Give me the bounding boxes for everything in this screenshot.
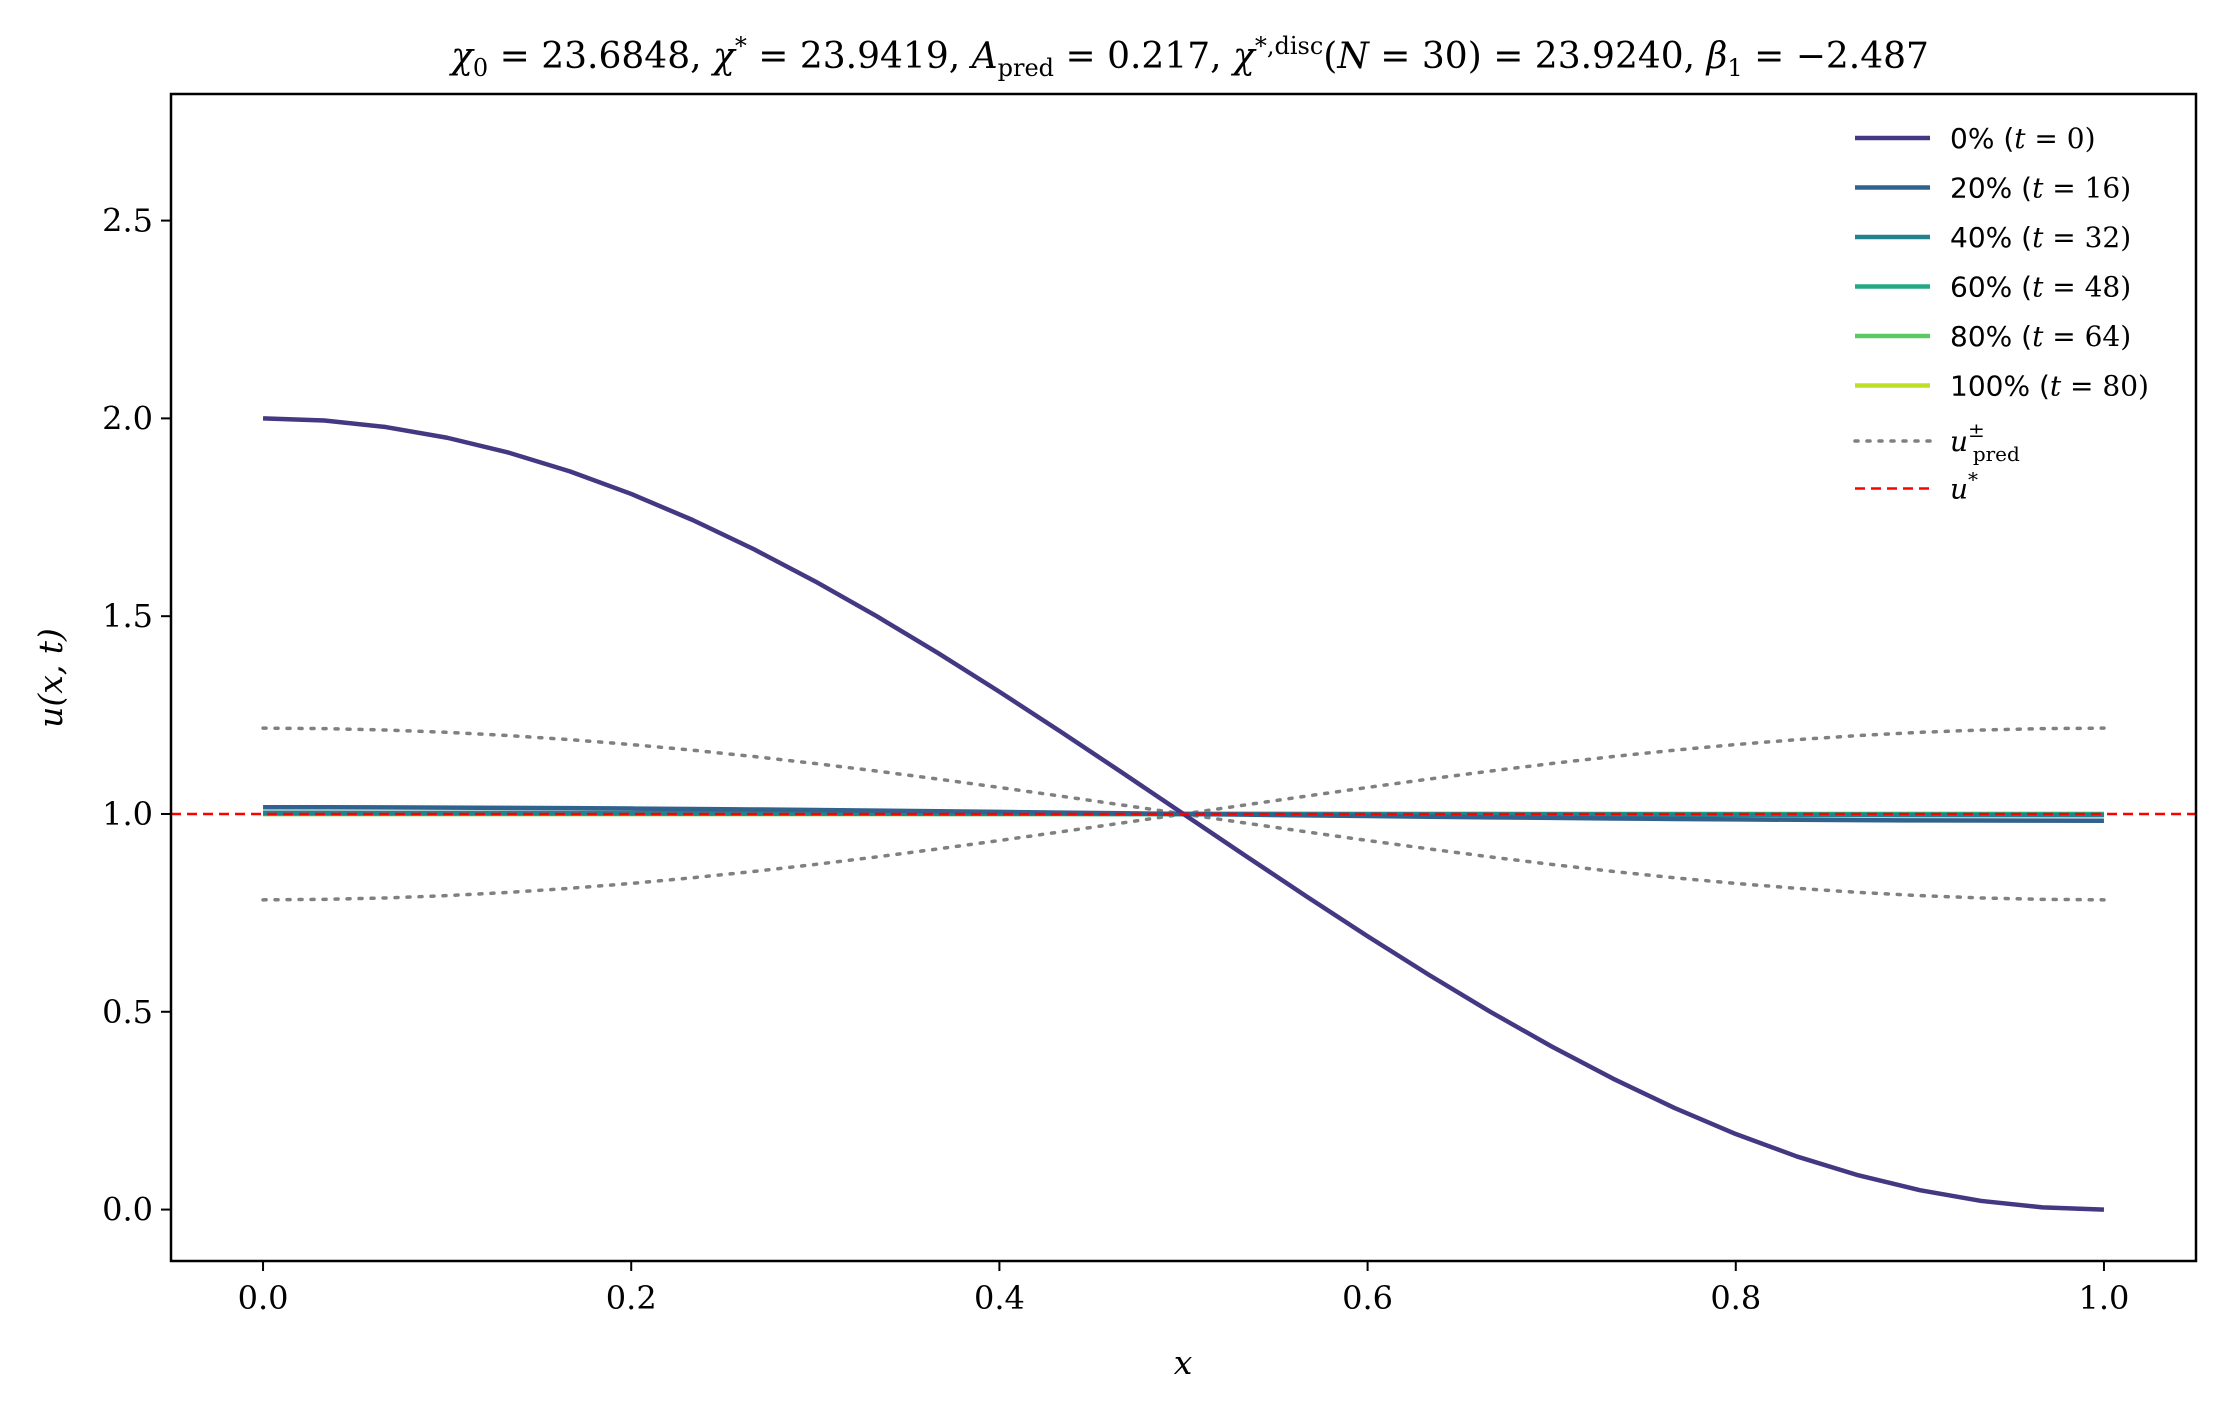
- legend-label-100-t-80: 100% (t = 80): [1950, 370, 2149, 403]
- y-axis: 0.0 0.5 1.0 1.5 2.0 2.5: [102, 202, 171, 1229]
- legend-label-20-t-16: 20% (t = 16): [1950, 172, 2131, 205]
- legend: 0% (t = 0) 20% (t = 16) 40% (t = 32) 60% (t…: [1853, 122, 2149, 506]
- y-axis-label: u(x, t): [31, 628, 70, 728]
- legend-label-40-t-32: 40% (t = 32): [1950, 221, 2131, 254]
- y-tick-label: 1.5: [102, 597, 153, 635]
- y-tick-label: 0.0: [102, 1191, 153, 1229]
- x-tick-label: 0.6: [1342, 1279, 1393, 1317]
- y-tick-label: 2.5: [102, 202, 153, 240]
- plot-area: [171, 416, 2196, 1212]
- y-tick-label: 2.0: [102, 399, 153, 437]
- y-tick-label: 1.0: [102, 795, 153, 833]
- x-tick-label: 0.2: [606, 1279, 657, 1317]
- x-tick-label: 0.4: [974, 1279, 1025, 1317]
- legend-label-u-pred: u± pred: [1950, 418, 2020, 466]
- x-tick-label: 1.0: [2079, 1279, 2130, 1317]
- x-tick-label: 0.0: [238, 1279, 289, 1317]
- x-tick-label: 0.8: [1710, 1279, 1761, 1317]
- legend-label-0-t-0: 0% (t = 0): [1950, 122, 2096, 155]
- x-axis-label: x: [1174, 1343, 1193, 1382]
- legend-label-60-t-48: 60% (t = 48): [1950, 271, 2131, 304]
- y-tick-label: 0.5: [102, 993, 153, 1031]
- plot-frame: [169, 92, 2198, 1263]
- legend-label-u: u*: [1950, 468, 1978, 506]
- legend-label-80-t-64: 80% (t = 64): [1950, 320, 2131, 353]
- x-axis: 0.0 0.2 0.4 0.6 0.8 1.0: [238, 1261, 2130, 1317]
- chart-title: χ0 = 23.6848, χ* = 23.9419, Apred = 0.21…: [448, 32, 1929, 82]
